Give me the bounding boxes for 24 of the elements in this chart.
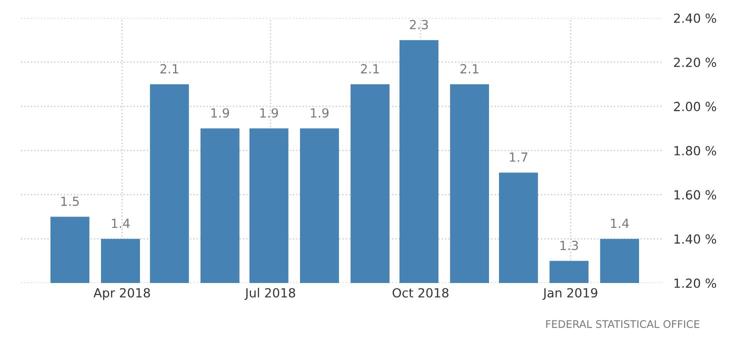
data-label: 1.7 xyxy=(510,152,528,162)
data-label: 2.3 xyxy=(410,20,428,30)
x-tick-label: Jan 2019 xyxy=(542,288,598,300)
x-tick-label: Jul 2018 xyxy=(244,288,296,300)
data-label: 1.4 xyxy=(112,218,130,228)
data-label: 2.1 xyxy=(361,64,379,74)
y-tick-label: 2.20 % xyxy=(674,58,716,68)
y-tick-label: 2.00 % xyxy=(674,102,716,112)
y-tick-label: 2.40 % xyxy=(674,13,716,23)
data-label: 1.9 xyxy=(260,108,278,118)
data-label: 1.5 xyxy=(61,196,79,206)
data-label: 2.1 xyxy=(160,64,178,74)
text: FEDERAL STATISTICAL OFFICE xyxy=(546,320,700,328)
data-label: 1.3 xyxy=(560,240,578,250)
x-tick-label: Apr 2018 xyxy=(94,288,150,300)
y-tick-label: 1.60 % xyxy=(674,190,716,200)
data-label: 2.1 xyxy=(460,64,478,74)
data-label: 1.4 xyxy=(611,218,629,228)
y-tick-label: 1.80 % xyxy=(674,146,716,156)
data-label: 1.9 xyxy=(310,108,329,118)
y-tick-label: 1.20 % xyxy=(674,278,716,288)
x-tick-label: Oct 2018 xyxy=(392,288,448,298)
y-tick-label: 1.40 % xyxy=(674,234,716,244)
data-label: 1.9 xyxy=(211,108,230,118)
